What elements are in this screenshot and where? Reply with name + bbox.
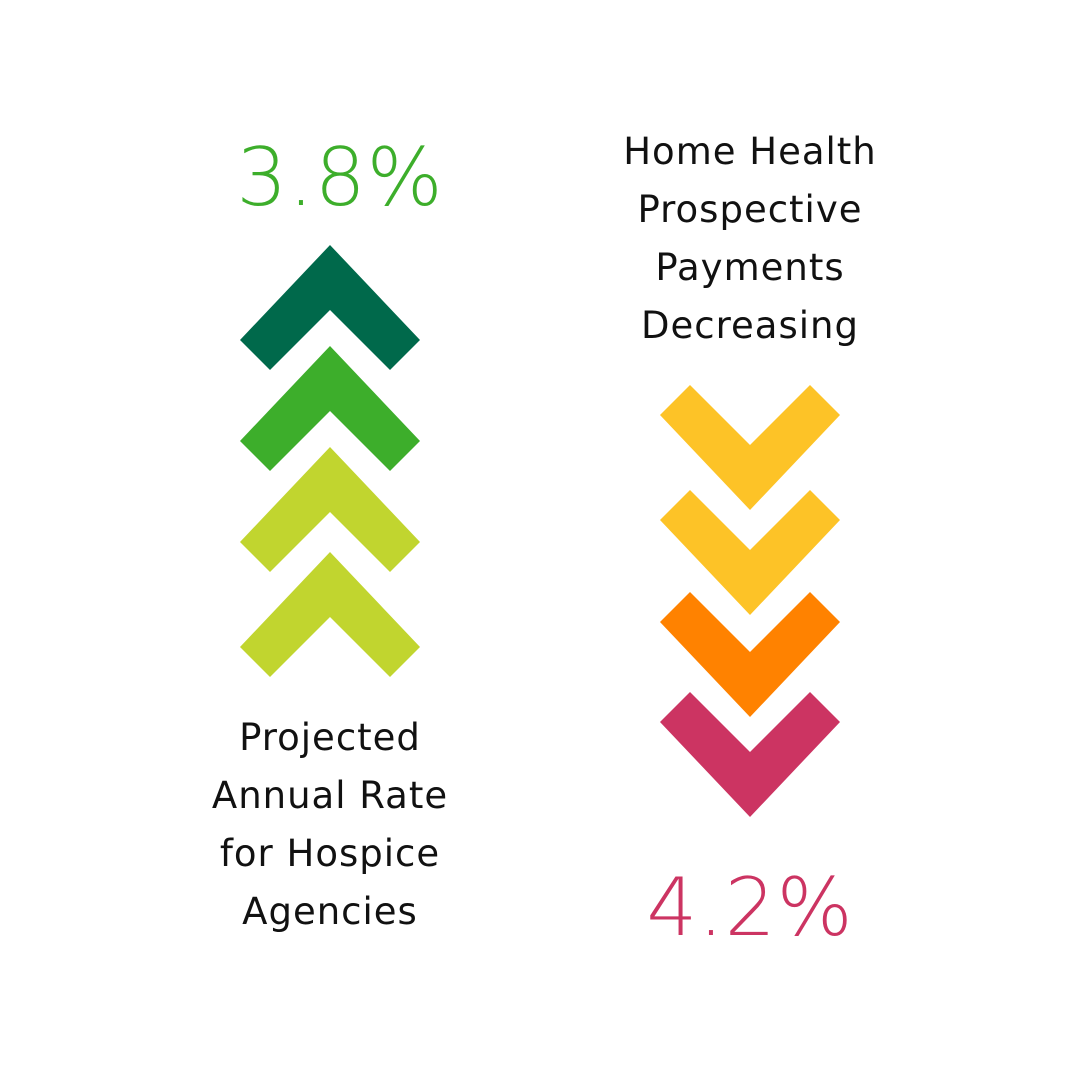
up-chevron-4-icon xyxy=(240,552,420,677)
up-chevron-1-icon xyxy=(240,245,420,370)
hospice-rate-value: 3.8% xyxy=(236,131,444,224)
up-chevron-3-icon xyxy=(240,447,420,572)
down-chevron-4-icon xyxy=(660,692,840,817)
up-chevron-2-icon xyxy=(240,346,420,471)
home-health-rate-value: 4.2% xyxy=(646,861,854,954)
home-health-label: Home Health Prospective Payments Decreas… xyxy=(623,130,877,347)
hospice-rate-label: Projected Annual Rate for Hospice Agenci… xyxy=(211,716,449,933)
down-chevron-1-icon xyxy=(660,385,840,510)
down-chevron-2-icon xyxy=(660,490,840,615)
down-chevron-3-icon xyxy=(660,592,840,717)
